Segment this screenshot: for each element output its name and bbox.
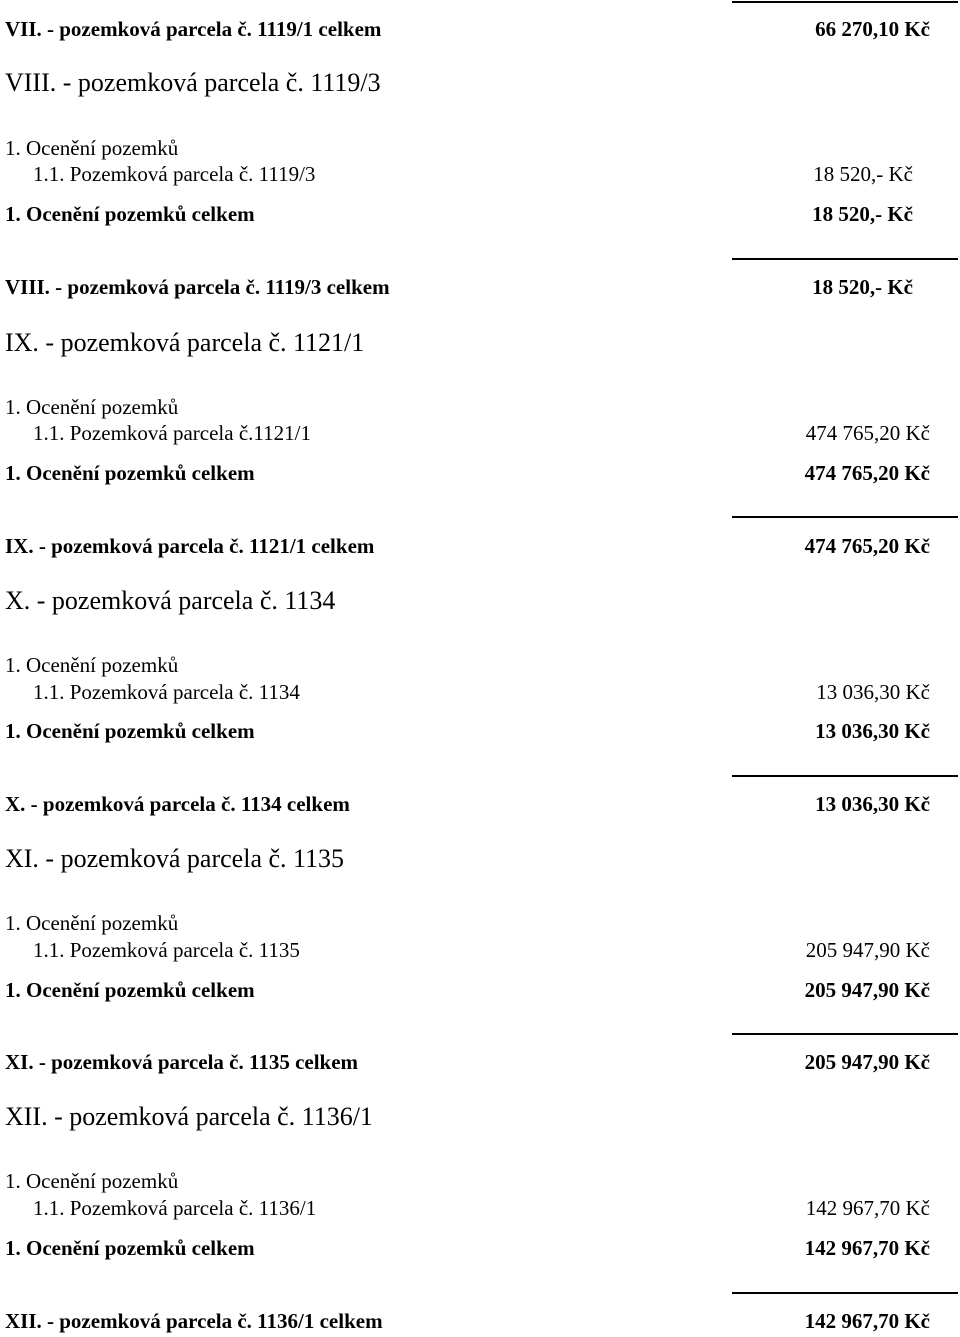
item-amount: 474 765,20 Kč <box>805 421 930 445</box>
parcel-total-amount: 205 947,90 Kč <box>804 1050 930 1074</box>
subtotal-amount: 13 036,30 Kč <box>815 719 930 743</box>
section-heading: XII. - pozemková parcela č. 1136/1 <box>5 1102 373 1131</box>
subtotal-amount: 474 765,20 Kč <box>804 461 930 485</box>
subtotal-label: 1. Ocenění pozemků celkem <box>5 978 255 1002</box>
item-label: 1.1. Pozemková parcela č. 1119/3 <box>33 162 316 186</box>
section-heading: IX. - pozemková parcela č. 1121/1 <box>5 328 365 357</box>
subtotal-label: 1. Ocenění pozemků celkem <box>5 461 255 485</box>
total-rule <box>732 1 958 3</box>
parcel-total-label: VII. - pozemková parcela č. 1119/1 celke… <box>5 17 382 41</box>
item-label: 1.1. Pozemková parcela č.1121/1 <box>33 421 311 445</box>
parcel-total-label: XII. - pozemková parcela č. 1136/1 celke… <box>5 1309 383 1333</box>
section-heading: X. - pozemková parcela č. 1134 <box>5 586 336 615</box>
parcel-total-amount: 66 270,10 Kč <box>815 17 930 41</box>
parcel-total-amount: 142 967,70 Kč <box>804 1309 930 1333</box>
section-heading: XI. - pozemková parcela č. 1135 <box>5 844 345 873</box>
subsection-heading: 1. Ocenění pozemků <box>5 653 179 677</box>
total-rule <box>732 1292 958 1294</box>
parcel-total-label: VIII. - pozemková parcela č. 1119/3 celk… <box>5 275 390 299</box>
item-amount: 13 036,30 Kč <box>816 680 930 704</box>
section-heading: VIII. - pozemková parcela č. 1119/3 <box>5 68 381 97</box>
subtotal-label: 1. Ocenění pozemků celkem <box>5 1236 255 1260</box>
subtotal-label: 1. Ocenění pozemků celkem <box>5 202 255 226</box>
item-label: 1.1. Pozemková parcela č. 1134 <box>33 680 300 704</box>
subsection-heading: 1. Ocenění pozemků <box>5 136 179 160</box>
item-label: 1.1. Pozemková parcela č. 1136/1 <box>33 1196 317 1220</box>
subsection-heading: 1. Ocenění pozemků <box>5 1169 179 1193</box>
parcel-total-label: X. - pozemková parcela č. 1134 celkem <box>5 792 350 816</box>
subtotal-amount: 142 967,70 Kč <box>804 1236 930 1260</box>
subsection-heading: 1. Ocenění pozemků <box>5 395 179 419</box>
total-rule <box>732 516 958 518</box>
total-rule <box>732 1033 958 1035</box>
item-amount: 142 967,70 Kč <box>805 1196 930 1220</box>
total-rule <box>732 258 958 260</box>
item-amount: 205 947,90 Kč <box>805 938 930 962</box>
parcel-total-amount: 13 036,30 Kč <box>815 792 930 816</box>
item-label: 1.1. Pozemková parcela č. 1135 <box>33 938 300 962</box>
subtotal-label: 1. Ocenění pozemků celkem <box>5 719 255 743</box>
parcel-total-label: IX. - pozemková parcela č. 1121/1 celkem <box>5 534 375 558</box>
item-amount: 18 520,- Kč <box>813 162 913 186</box>
subtotal-amount: 205 947,90 Kč <box>804 978 930 1002</box>
total-rule <box>732 775 958 777</box>
subsection-heading: 1. Ocenění pozemků <box>5 911 179 935</box>
parcel-total-amount: 18 520,- Kč <box>812 275 913 299</box>
subtotal-amount: 18 520,- Kč <box>812 202 913 226</box>
parcel-total-label: XI. - pozemková parcela č. 1135 celkem <box>5 1050 359 1074</box>
parcel-total-amount: 474 765,20 Kč <box>804 534 930 558</box>
